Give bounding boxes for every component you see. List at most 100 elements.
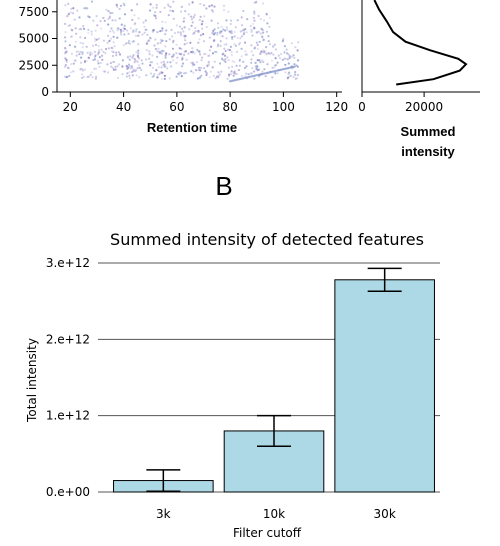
scatter-point <box>80 61 83 64</box>
scatter-point <box>193 52 196 55</box>
scatter-point <box>96 24 99 27</box>
scatter-point <box>134 22 137 25</box>
scatter-point <box>233 43 236 46</box>
scatter-point <box>164 33 167 36</box>
scatter-point <box>175 43 178 46</box>
scatter-point <box>292 54 295 57</box>
scatter-point <box>118 7 121 11</box>
scatter-point <box>196 48 199 51</box>
scatter-point <box>191 47 194 50</box>
scatter-point <box>74 59 77 62</box>
bar-x-tick-label: 3k <box>156 507 171 521</box>
scatter-point <box>84 7 87 10</box>
scatter-point <box>116 27 119 30</box>
scatter-point <box>74 45 77 48</box>
scatter-point <box>296 73 299 77</box>
scatter-point <box>296 49 299 52</box>
scatter-point <box>250 61 253 64</box>
scatter-point <box>235 64 238 67</box>
scatter-point <box>99 20 102 23</box>
scatter-point <box>111 60 114 63</box>
scatter-point <box>240 55 243 58</box>
scatter-point <box>231 37 234 41</box>
scatter-point <box>152 6 155 9</box>
scatter-point <box>64 57 67 60</box>
bar <box>334 279 435 493</box>
scatter-point <box>237 68 240 72</box>
scatter-point <box>241 29 244 32</box>
scatter-point <box>177 31 180 34</box>
scatter-point <box>162 64 165 67</box>
scatter-point <box>122 44 125 47</box>
density-x-label-line2: intensity <box>401 144 455 159</box>
scatter-point <box>107 10 110 13</box>
scatter-point <box>259 32 262 35</box>
scatter-point <box>256 31 259 34</box>
scatter-point <box>198 76 201 79</box>
scatter-point <box>110 27 113 30</box>
scatter-point <box>182 30 185 33</box>
scatter-point <box>81 73 84 76</box>
scatter-point <box>86 51 89 55</box>
scatter-point <box>281 58 284 62</box>
scatter-point <box>183 43 186 46</box>
bars <box>113 267 435 493</box>
scatter-point <box>253 19 256 22</box>
scatter-point <box>98 65 101 68</box>
scatter-point <box>227 10 230 13</box>
scatter-point <box>278 57 282 60</box>
scatter-point <box>252 16 255 19</box>
scatter-point <box>79 41 82 45</box>
density-x-tick-label: 0 <box>358 100 366 114</box>
scatter-point <box>198 50 201 54</box>
scatter-point <box>138 66 141 70</box>
scatter-point <box>217 76 220 79</box>
scatter-point <box>159 30 162 33</box>
scatter-point <box>208 49 211 52</box>
scatter-point <box>145 42 148 45</box>
scatter-point <box>296 65 299 68</box>
scatter-point <box>224 58 227 61</box>
scatter-point <box>68 74 71 77</box>
scatter-x-tick-label: 20 <box>63 100 78 114</box>
scatter-point <box>143 31 146 34</box>
scatter-point <box>113 45 116 48</box>
scatter-point <box>81 51 84 54</box>
scatter-point <box>184 39 187 42</box>
scatter-point <box>79 50 82 54</box>
scatter-point <box>64 64 67 67</box>
scatter-point <box>133 68 136 71</box>
scatter-point <box>130 65 133 68</box>
scatter-point <box>137 52 140 55</box>
scatter-point <box>65 50 68 53</box>
scatter-point <box>154 38 157 41</box>
scatter-point <box>160 61 163 64</box>
density-line <box>373 0 468 86</box>
scatter-point <box>152 75 155 78</box>
scatter-point <box>259 17 262 21</box>
density-x-tick-label: 20000 <box>405 100 443 114</box>
scatter-point <box>287 53 290 56</box>
scatter-point <box>160 52 163 55</box>
scatter-point <box>260 27 263 30</box>
scatter-point <box>104 52 107 55</box>
scatter-point <box>144 19 147 22</box>
scatter-point <box>268 43 272 46</box>
scatter-point <box>297 41 300 44</box>
scatter-point <box>204 52 207 55</box>
scatter-point <box>253 10 256 13</box>
scatter-point <box>199 53 202 56</box>
scatter-x-label: Retention time <box>147 120 237 135</box>
scatter-point <box>84 60 87 63</box>
scatter-point <box>117 27 120 30</box>
scatter-point <box>119 31 123 34</box>
scatter-point <box>195 61 198 64</box>
scatter-point <box>194 26 197 30</box>
scatter-point <box>228 48 231 52</box>
scatter-point <box>156 50 159 53</box>
scatter-y-tick-label: 5000 <box>18 32 49 46</box>
scatter-point <box>115 3 118 6</box>
scatter-point <box>208 4 211 8</box>
scatter-point <box>168 77 171 80</box>
scatter-point <box>67 24 70 27</box>
